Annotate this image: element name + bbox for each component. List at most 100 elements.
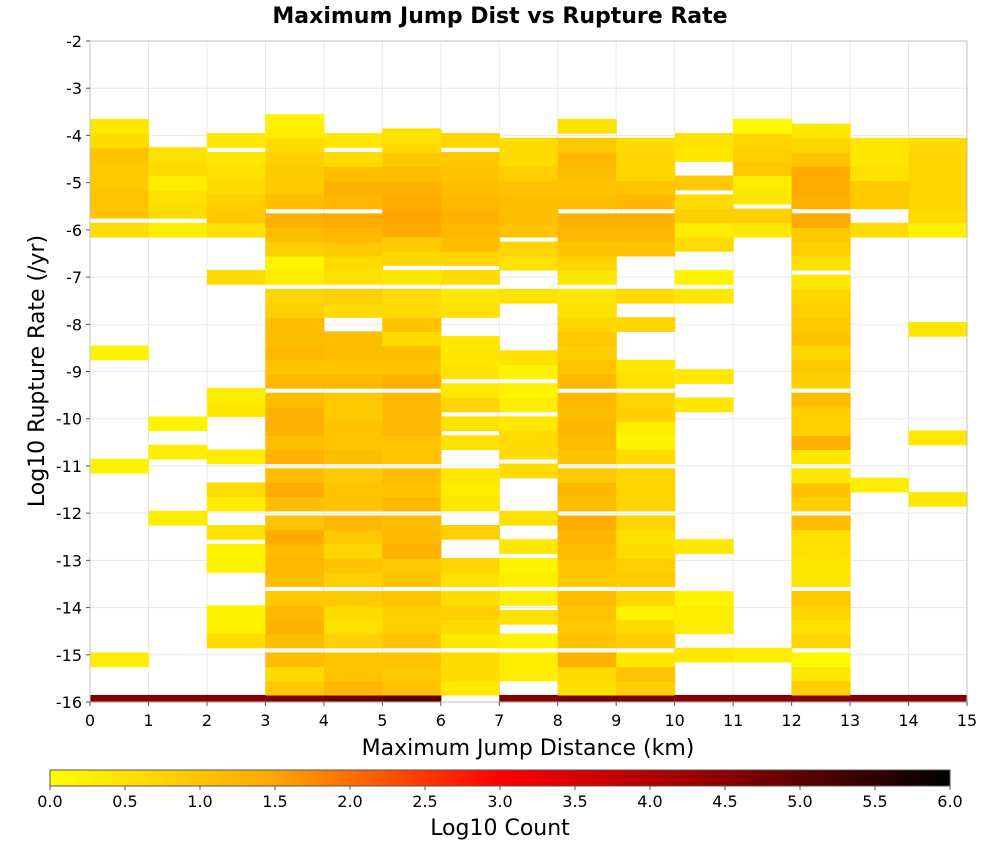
heatmap-cell [616,694,676,703]
heatmap-cell [265,515,325,531]
heatmap-cell [557,572,617,587]
y-tick-label: -14 [56,599,82,618]
heatmap-cell [499,288,559,304]
heatmap-cell [323,213,383,229]
heatmap-cell [616,227,676,243]
heatmap-cell [674,591,734,606]
heatmap-cell [557,515,617,531]
heatmap-cell [557,194,617,210]
chart-title: Maximum Jump Dist vs Rupture Rate [272,4,727,29]
heatmap-cell [265,269,325,285]
heatmap-cell [908,151,968,167]
x-tick-label: 2 [202,711,212,730]
heatmap-cell [791,194,851,210]
heatmap-cell [791,619,851,635]
heatmap-cell [674,269,734,285]
heatmap-cell [440,350,500,366]
heatmap-cell [791,515,851,531]
heatmap-cell [499,241,559,257]
heatmap-cell [557,543,617,559]
heatmap-cell [616,680,676,696]
y-axis-label: Log10 Rupture Rate (/yr) [25,235,50,507]
heatmap-cell [733,694,793,703]
x-tick-label: 13 [840,711,860,730]
colorbar [49,769,951,787]
heatmap-cell [791,557,851,573]
heatmap-cell [499,194,559,210]
heatmap-cell [557,166,617,181]
heatmap-cell [440,194,500,210]
heatmap-cell [616,435,676,451]
heatmap-cell [733,161,793,177]
heatmap-cell [323,619,383,635]
heatmap-cell [382,345,442,361]
heatmap-cell [557,619,617,635]
heatmap-cell [265,557,325,573]
y-tick-label: -15 [56,646,82,665]
heatmap-cell [206,151,266,167]
heatmap-cell [557,529,617,545]
y-tick-label: -6 [66,221,82,240]
heatmap-cell [499,180,559,196]
colorbar-tick-label: 1.5 [262,792,287,811]
heatmap-cell [440,383,500,399]
heatmap-cell [908,166,968,181]
heatmap-cell [382,373,442,389]
heatmap-cell [557,331,617,347]
heatmap-cell [265,449,325,465]
heatmap-cell [499,137,559,153]
heatmap-cell [557,392,617,408]
y-tick-label: -9 [66,363,82,382]
y-tick-label: -16 [56,693,82,712]
x-axis-label: Maximum Jump Distance (km) [362,736,695,761]
heatmap-cell [265,619,325,635]
heatmap-cell [616,557,676,573]
heatmap-cell [90,694,150,703]
heatmap-cell [791,435,851,451]
heatmap-cell [323,666,383,682]
heatmap-cell [791,317,851,332]
heatmap-cell [616,529,676,545]
heatmap-cell [908,194,968,210]
heatmap-cell [440,303,500,318]
heatmap-cell [440,482,500,498]
heatmap-cell [674,147,734,162]
heatmap-cell [499,652,559,668]
heatmap-cell [791,373,851,389]
x-tick-label: 6 [436,711,446,730]
heatmap-cell [557,605,617,620]
colorbar-tick-label: 0.0 [37,792,62,811]
heatmap-cell [499,591,559,606]
heatmap-cell [616,421,676,436]
heatmap-cell [382,128,442,144]
heatmap-cell [323,421,383,436]
heatmap-cell [499,397,559,413]
heatmap-cell [557,255,617,271]
heatmap-cell [557,557,617,573]
heatmap-cell [908,137,968,153]
heatmap-cell [499,222,559,238]
heatmap-cell [674,539,734,554]
heatmap-cell [265,241,325,257]
heatmap-cell [733,189,793,205]
heatmap-cell [382,222,442,238]
heatmap-cell [440,605,500,620]
heatmap-cell [206,543,266,559]
heatmap-cell [206,166,266,181]
heatmap-cell [323,633,383,649]
heatmap-cell [616,288,676,304]
heatmap-cell [616,591,676,606]
heatmap-cell [206,557,266,573]
x-tick-label: 4 [319,711,329,730]
heatmap-cell [616,468,676,484]
heatmap-cell [148,416,208,432]
heatmap-cell [265,468,325,484]
heatmap-cell [206,633,266,649]
heatmap-cell [791,633,851,649]
heatmap-cell [791,255,851,271]
heatmap-cell [616,373,676,389]
heatmap-cell [791,227,851,243]
heatmap-cell [440,251,500,266]
heatmap-cell [265,543,325,559]
heatmap-cell [206,222,266,238]
